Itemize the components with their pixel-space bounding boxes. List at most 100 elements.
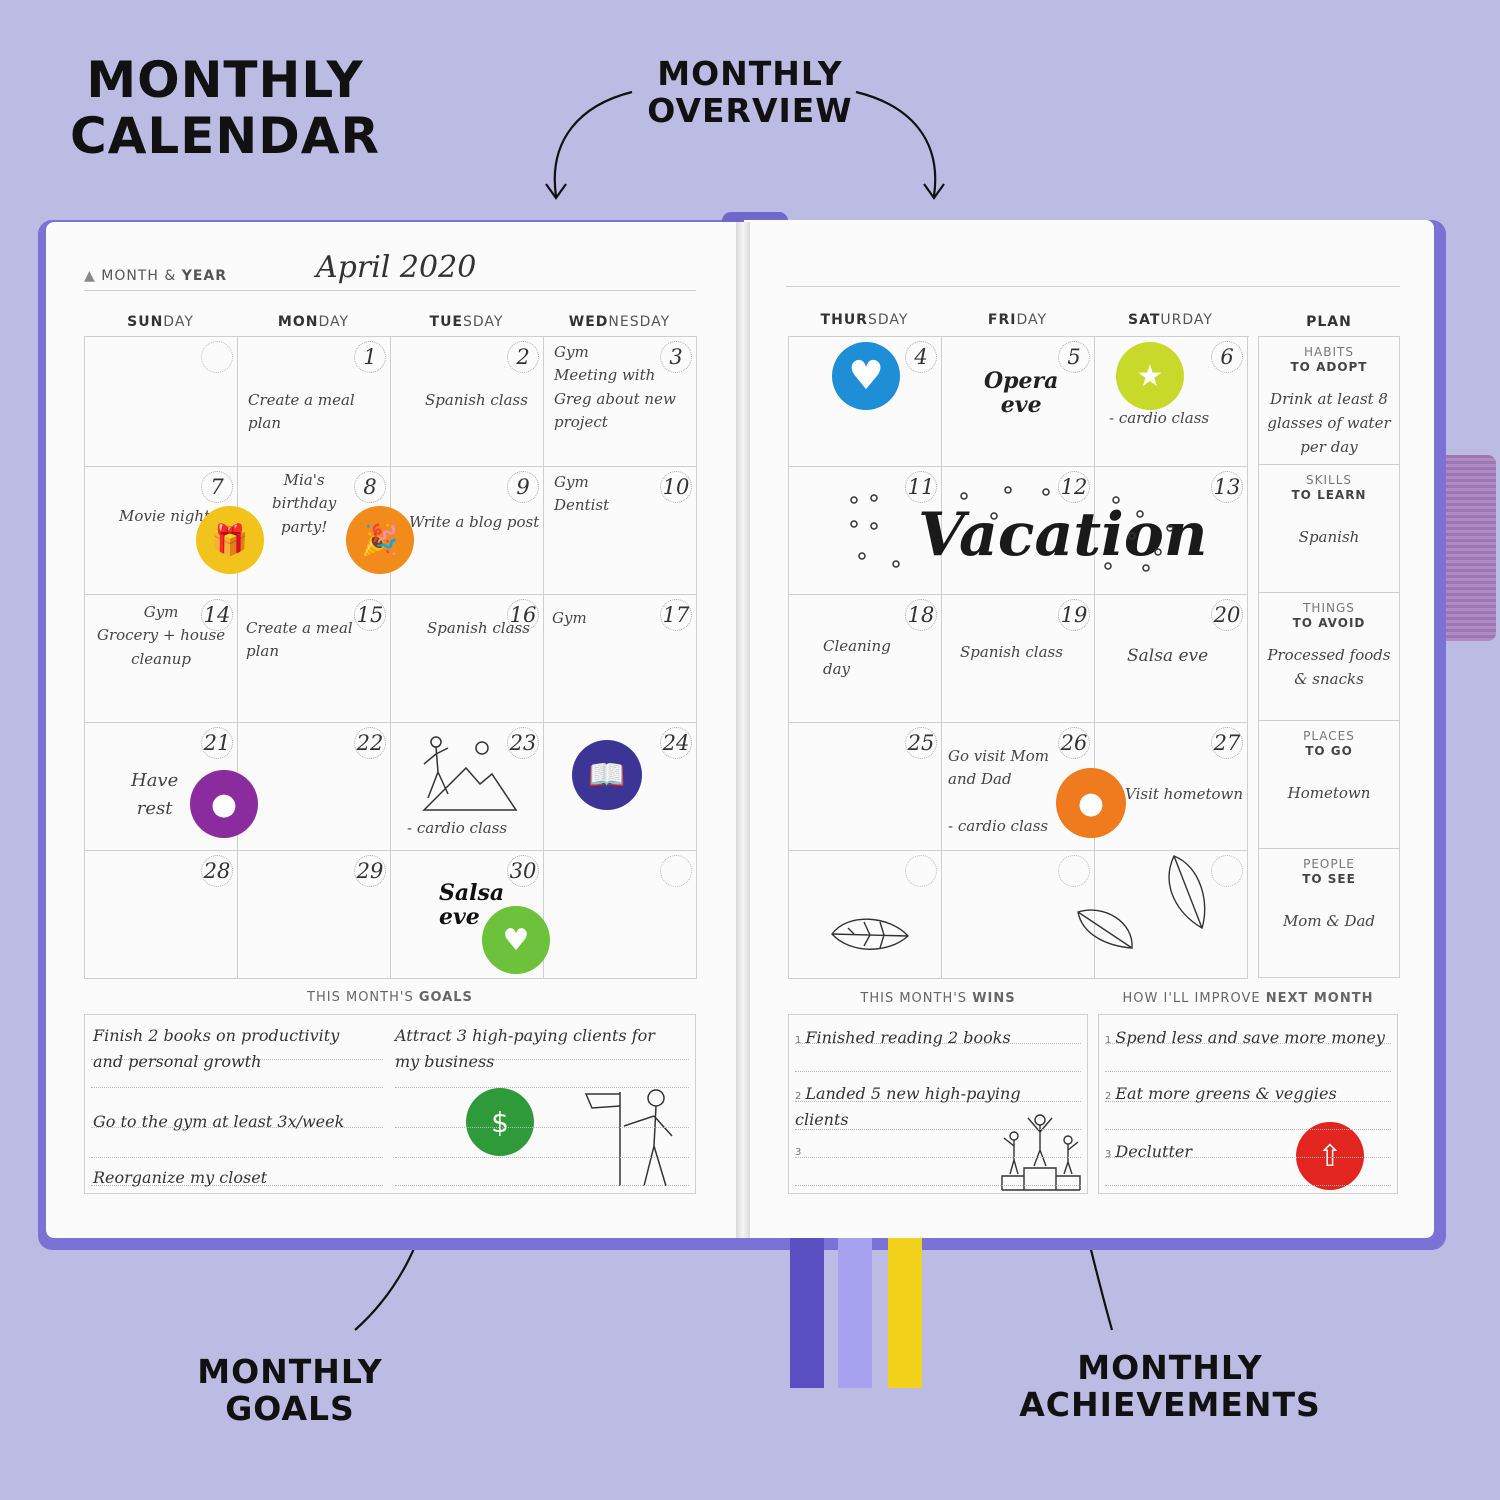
plan-value: Mom & Dad — [1282, 912, 1376, 930]
list-line — [795, 1157, 1081, 1158]
plan-heading: PEOPLE TO SEE — [1259, 857, 1399, 887]
list-number: 2 — [795, 1091, 802, 1102]
calendar-day-cell[interactable]: 28 — [85, 851, 238, 979]
calendar-day-cell[interactable]: 30 Salsa eve — [391, 851, 544, 979]
calendar-day-cell[interactable] — [85, 337, 238, 467]
calendar-day-cell[interactable]: 14 Gym Grocery + house cleanup — [85, 595, 238, 723]
goal-text[interactable]: Finish 2 books on productivity and perso… — [93, 1026, 340, 1071]
plan-heading-line: PEOPLE — [1303, 857, 1355, 871]
calendar-day-cell[interactable]: 22 — [238, 723, 391, 851]
calendar-day-cell[interactable]: 10 Gym Dentist — [544, 467, 697, 595]
day-note: Cleaning day — [823, 637, 891, 679]
title-text: THIS MONTH'S — [307, 990, 419, 1005]
header-rule — [786, 286, 1400, 287]
list-line — [1105, 1043, 1391, 1044]
left-calendar-grid: 1 Create a meal plan 2 Spanish class 3 Gym Me… — [84, 336, 697, 979]
calendar-day-cell[interactable]: 11 — [789, 467, 942, 595]
improve-title: HOW I'LL IMPROVE NEXT MONTH — [1098, 991, 1398, 1006]
day-note: Spanish class — [960, 643, 1063, 661]
calendar-day-cell[interactable]: 29 — [238, 851, 391, 979]
page-gutter — [736, 222, 750, 1238]
day-number — [1211, 855, 1243, 887]
elastic-strap — [1446, 455, 1496, 641]
ribbon-bookmark[interactable] — [790, 1238, 824, 1388]
day-number: 13 — [1211, 471, 1243, 503]
family-icon: ● — [1056, 768, 1126, 838]
reading-icon: 📖 — [572, 740, 642, 810]
goal-text[interactable]: Go to the gym at least 3x/week — [93, 1112, 345, 1131]
list-item[interactable]: 1 Spend less and save more money — [1105, 1025, 1385, 1051]
calendar-day-cell[interactable]: 6 - cardio class — [1095, 337, 1248, 467]
calendar-day-cell[interactable]: 15 Create a meal plan — [238, 595, 391, 723]
wins-title: THIS MONTH'S WINS — [788, 991, 1088, 1006]
calendar-day-cell[interactable]: 19 Spanish class — [942, 595, 1095, 723]
calendar-day-cell[interactable]: 4 — [789, 337, 942, 467]
day-header-rest: DAY — [318, 314, 350, 330]
list-item[interactable]: 2 Landed 5 new high-paying clients — [795, 1081, 1021, 1132]
day-note: Salsa eve — [1127, 646, 1209, 666]
day-number: 26 — [1058, 727, 1090, 759]
list-line — [795, 1101, 1081, 1102]
goal-text[interactable]: Reorganize my closet — [93, 1168, 268, 1187]
calendar-day-cell[interactable]: 25 — [789, 723, 942, 851]
plan-heading-line: THINGS — [1303, 601, 1355, 615]
day-number: 11 — [905, 471, 937, 503]
day-header: THURSDAY — [788, 312, 941, 328]
list-item[interactable]: 3 Declutter — [1105, 1139, 1192, 1165]
calendar-day-cell[interactable] — [1095, 851, 1248, 979]
list-line — [1105, 1071, 1391, 1072]
day-header-rest: NESDAY — [608, 314, 671, 330]
list-item[interactable]: 2 Eat more greens & veggies — [1105, 1081, 1337, 1107]
caption-line: MONTHLY — [86, 51, 364, 109]
caption-line: OVERVIEW — [647, 90, 853, 130]
day-header: SUNDAY — [84, 314, 237, 330]
arrow-head-icon — [545, 183, 567, 200]
label-text: MONTH & — [101, 268, 182, 284]
list-line — [1105, 1185, 1391, 1186]
day-number: 9 — [507, 471, 539, 503]
podium-winners-sketch-icon — [1001, 1114, 1081, 1191]
ribbon-bookmark[interactable] — [838, 1238, 872, 1388]
calendar-day-cell[interactable]: 20 Salsa eve — [1095, 595, 1248, 723]
improve-box: 1 Spend less and save more money 2 Eat more… — [1098, 1014, 1398, 1194]
calendar-day-cell[interactable]: 2 Spanish class — [391, 337, 544, 467]
fitness-icon: ★ — [1116, 342, 1184, 410]
calendar-day-cell[interactable]: 27 Visit hometown — [1095, 723, 1248, 851]
calendar-day-cell[interactable]: 24 — [544, 723, 697, 851]
day-header-bold: WED — [568, 314, 609, 330]
wins-box: 1 Finished reading 2 books 2 Landed 5 new h… — [788, 1014, 1088, 1194]
calendar-day-cell[interactable]: 1 Create a meal plan — [238, 337, 391, 467]
calendar-day-cell[interactable]: 5 Opera eve — [942, 337, 1095, 467]
calendar-day-cell[interactable]: 23 - cardio class — [391, 723, 544, 851]
calendar-day-cell[interactable]: 26 Go visit Mom and Dad - cardio class — [942, 723, 1095, 851]
calendar-day-cell[interactable]: 12 — [942, 467, 1095, 595]
ribbon-bookmark[interactable] — [888, 1238, 922, 1388]
header-rule — [84, 290, 696, 291]
gift-icon: 🎁 — [196, 506, 264, 574]
list-item[interactable]: 1 Finished reading 2 books — [795, 1025, 1011, 1051]
calendar-day-cell[interactable]: 17 Gym — [544, 595, 697, 723]
list-number: 3 — [795, 1147, 802, 1158]
list-text: Landed 5 new high-paying clients — [795, 1084, 1021, 1129]
day-header: FRIDAY — [941, 312, 1094, 328]
goal-line — [395, 1157, 689, 1158]
calendar-day-cell[interactable] — [942, 851, 1095, 979]
confetti-dots-icon — [850, 486, 1174, 572]
calendar-day-cell[interactable]: 13 — [1095, 467, 1248, 595]
goal-text[interactable]: Attract 3 high-paying clients for my bus… — [395, 1026, 655, 1071]
calendar-day-cell[interactable]: 3 Gym Meeting with Greg about new project — [544, 337, 697, 467]
day-note: Opera eve — [984, 368, 1059, 419]
calendar-day-cell[interactable]: 8 Mia's birthday party! — [238, 467, 391, 595]
plan-heading: HABITS TO ADOPT — [1259, 345, 1399, 375]
calendar-day-cell[interactable]: 9 Write a blog post — [391, 467, 544, 595]
calendar-day-cell[interactable]: 16 Spanish class — [391, 595, 544, 723]
goal-line — [91, 1185, 383, 1186]
day-header-rest: URDAY — [1160, 312, 1213, 328]
calendar-day-cell[interactable] — [789, 851, 942, 979]
calendar-day-cell[interactable]: 18 Cleaning day — [789, 595, 942, 723]
list-number: 1 — [1105, 1035, 1112, 1046]
day-number: 5 — [1058, 341, 1090, 373]
list-line — [795, 1129, 1081, 1130]
calendar-day-cell[interactable] — [544, 851, 697, 979]
list-item[interactable]: 3 — [795, 1137, 805, 1163]
